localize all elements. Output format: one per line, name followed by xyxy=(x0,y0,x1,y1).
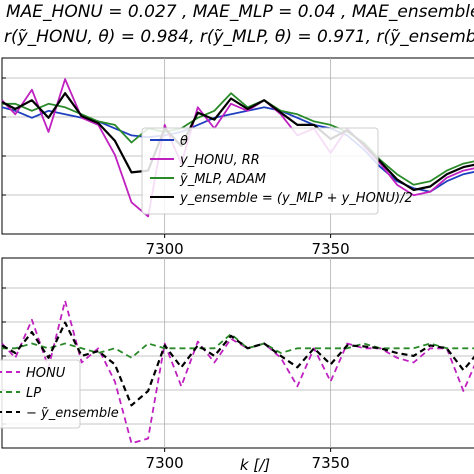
legend-box xyxy=(141,127,379,215)
mae-header: MAE_HONU = 0.027 , MAE_MLP = 0.04 , MAE_… xyxy=(6,2,474,22)
bottom-panel-x-ticks: 7300 7350 xyxy=(146,448,350,472)
top-panel-frame xyxy=(1,57,474,235)
x-tick-label: 7350 xyxy=(312,454,350,472)
top-panel-legend: θ y_HONU, RR ỹ_MLP, ADAM y_ensemble = (y_ML… xyxy=(141,127,413,215)
bottom-panel: 7300 7350 HONU LP − ỹ_ensemble k [/] xyxy=(0,257,474,474)
series-line xyxy=(1,92,474,192)
x-axis-label: k [/] xyxy=(240,456,270,474)
legend-label: ỹ_MLP, ADAM xyxy=(179,172,266,187)
legend-label: y_HONU, RR xyxy=(179,153,260,168)
top-panel: 7300 7350 θ y_HONU, RR ỹ_MLP, ADAM y_ensembl… xyxy=(1,57,474,258)
x-tick-label: 7350 xyxy=(312,240,350,258)
legend-label: − ỹ_ensemble xyxy=(26,406,119,421)
top-panel-x-ticks: 7300 7350 xyxy=(146,234,350,258)
x-tick-label: 7300 xyxy=(146,454,184,472)
correlation-header: r(ỹ_HONU, θ) = 0.984, r(ỹ_MLP, θ) = 0.97… xyxy=(4,27,474,47)
legend-label: LP xyxy=(26,386,41,401)
legend-label: θ xyxy=(180,134,188,149)
legend-box-2 xyxy=(0,359,81,429)
top-panel-series xyxy=(1,78,474,218)
bottom-panel-legend: HONU LP − ỹ_ensemble xyxy=(0,359,119,429)
legend-label: HONU xyxy=(26,366,66,381)
bottom-panel-frame xyxy=(1,257,474,449)
bottom-panel-series xyxy=(1,299,474,445)
x-tick-label: 7300 xyxy=(146,240,184,258)
legend-label: y_ensemble = (y_MLP + y_HONU)/2 xyxy=(179,191,413,206)
bottom-panel-grid xyxy=(2,258,474,448)
series-line xyxy=(1,321,474,407)
